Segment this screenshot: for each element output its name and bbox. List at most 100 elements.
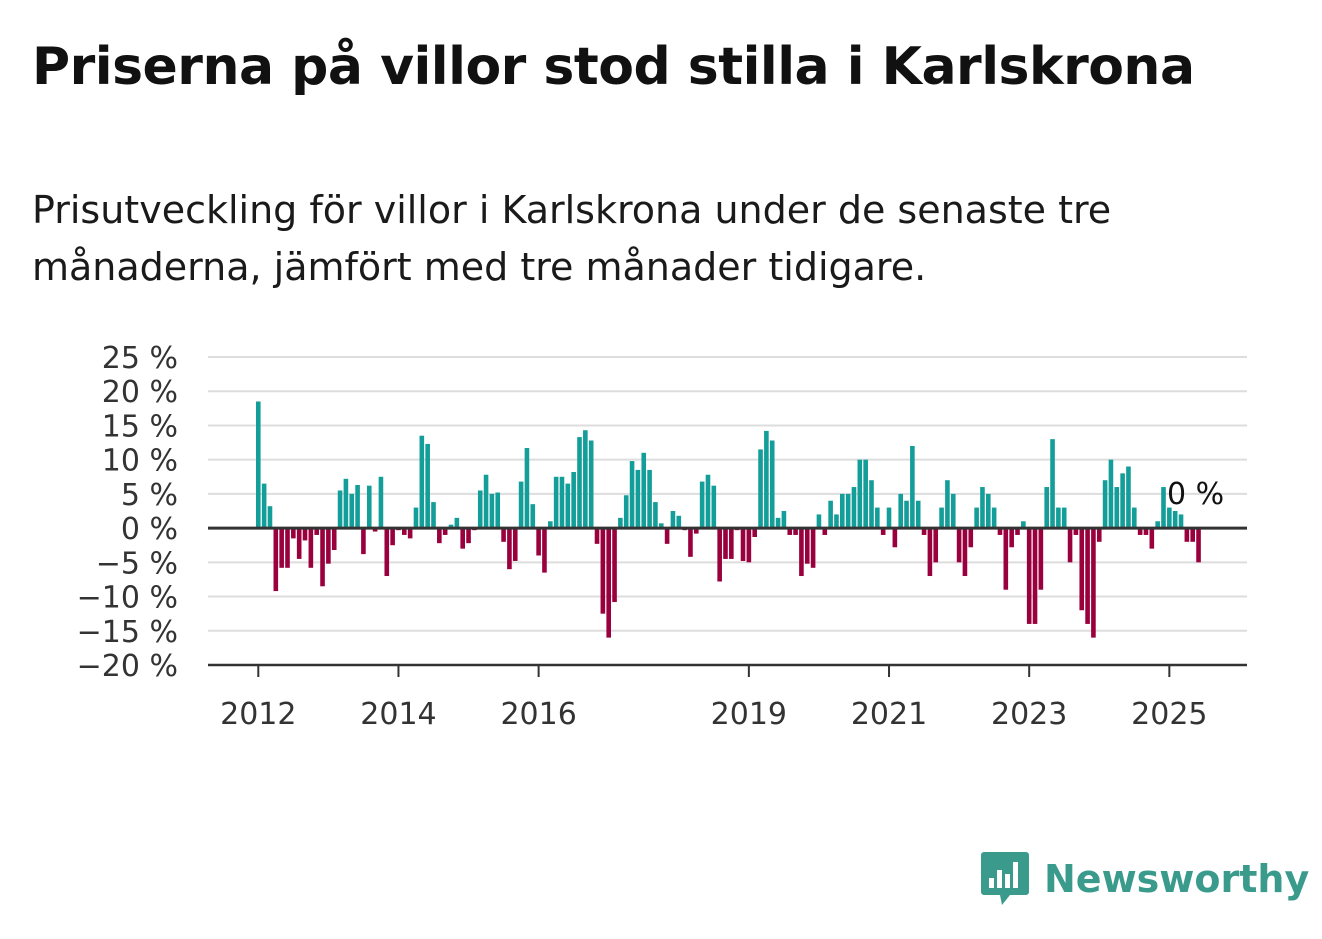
newsworthy-logo: Newsworthy <box>980 850 1309 908</box>
bar <box>1190 528 1195 542</box>
bar <box>787 528 793 535</box>
bar <box>501 528 506 542</box>
bar <box>261 483 267 529</box>
y-tick-label: −15 % <box>77 615 178 650</box>
bar <box>641 452 647 529</box>
bar-chart: 25 %20 %15 %10 %5 %0 %−5 %−10 %−15 %−20 … <box>77 341 1247 732</box>
y-tick-label: −10 % <box>77 581 178 616</box>
bar <box>915 500 921 529</box>
bar <box>571 471 576 529</box>
bar <box>431 502 436 529</box>
bar <box>997 528 1003 535</box>
bar <box>477 490 483 529</box>
bar <box>857 459 863 529</box>
bar <box>851 487 857 529</box>
bar <box>466 528 471 544</box>
bar <box>781 511 787 529</box>
bar <box>425 443 430 529</box>
x-tick-label: 2012 <box>220 697 296 732</box>
bar <box>635 469 641 529</box>
bar <box>822 528 828 535</box>
bar <box>448 524 454 529</box>
bar <box>1120 473 1125 529</box>
chart-title: Priserna på villor stod stilla i Karlskr… <box>32 37 1195 97</box>
bar <box>694 528 699 534</box>
bar <box>945 480 950 529</box>
bar <box>548 521 553 529</box>
bar <box>892 528 898 548</box>
bar <box>507 528 512 570</box>
bar <box>302 528 308 541</box>
bar <box>402 528 407 535</box>
bar <box>699 481 705 529</box>
bar <box>1032 528 1038 624</box>
bar <box>442 528 448 535</box>
bar <box>933 528 939 563</box>
bar <box>594 528 600 544</box>
bar <box>723 528 728 559</box>
bar <box>927 528 933 577</box>
bar <box>991 507 997 529</box>
bar <box>793 528 798 535</box>
y-tick-label: 5 % <box>121 478 178 513</box>
bar <box>653 502 658 529</box>
bar <box>1061 507 1067 529</box>
bar <box>769 440 775 529</box>
bar <box>647 469 652 529</box>
bar <box>717 528 722 582</box>
bar <box>407 528 413 539</box>
bar <box>1143 528 1149 535</box>
bar <box>1009 528 1014 548</box>
bar <box>279 528 284 568</box>
bar <box>1003 528 1009 590</box>
bar <box>810 528 816 568</box>
bar <box>904 500 909 529</box>
bar <box>419 435 425 529</box>
bar <box>1161 487 1166 529</box>
bar <box>869 480 874 529</box>
y-tick-label: 10 % <box>102 444 178 479</box>
bar <box>658 523 664 529</box>
bar <box>664 528 670 544</box>
bar <box>483 474 489 529</box>
bar <box>308 528 314 568</box>
bar <box>454 517 460 529</box>
bar <box>1091 528 1096 638</box>
bar <box>1137 528 1143 535</box>
bar <box>612 528 617 603</box>
bar <box>361 528 366 555</box>
bar <box>349 493 355 529</box>
bar <box>1079 528 1085 611</box>
bar <box>968 528 974 548</box>
bar <box>606 528 611 638</box>
bar <box>1085 528 1090 624</box>
bar <box>880 528 886 535</box>
bar <box>974 507 979 529</box>
bar <box>437 528 442 544</box>
bar <box>921 528 927 535</box>
bar <box>565 483 571 529</box>
bar <box>1102 480 1108 529</box>
last-value-label: 0 % <box>1167 477 1224 512</box>
bar <box>623 495 629 529</box>
bar <box>1021 521 1026 529</box>
tick-labels: 25 %20 %15 %10 %5 %0 %−5 %−10 %−15 %−20 … <box>77 341 1225 732</box>
bar <box>267 506 273 529</box>
bar <box>886 507 892 529</box>
bar <box>1073 528 1079 535</box>
bar <box>875 507 880 529</box>
bar <box>1172 511 1178 529</box>
y-tick-label: −5 % <box>96 546 178 581</box>
bar <box>1056 507 1061 529</box>
bar <box>518 481 524 529</box>
x-tick-label: 2023 <box>991 697 1067 732</box>
bar <box>1155 521 1160 529</box>
bar <box>326 528 331 564</box>
bar <box>705 474 711 529</box>
bars <box>256 401 1201 638</box>
bar <box>285 528 290 568</box>
bar <box>740 528 746 561</box>
bar <box>1026 528 1032 624</box>
bar <box>898 493 903 529</box>
y-tick-label: 20 % <box>102 375 178 410</box>
